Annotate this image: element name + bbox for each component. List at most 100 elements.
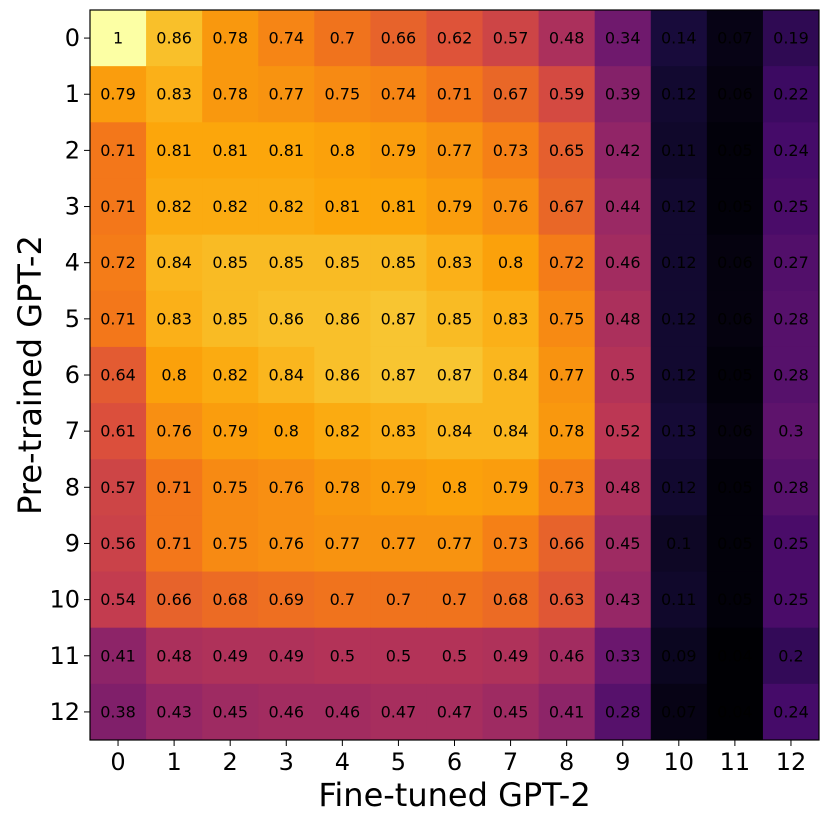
cell-value-label: 0.49 [493,646,529,665]
cell-value-label: 0.46 [325,702,361,721]
cell-value-label: 0.71 [100,197,136,216]
heatmap-cell [426,178,484,236]
cell-value-label: 0.69 [268,590,304,609]
heatmap-cell [370,515,427,573]
cell-value-label: 0.76 [493,197,529,216]
heatmap-cell [258,66,315,123]
heatmap-cell [482,683,540,741]
heatmap-cell [762,178,820,236]
heatmap-cell [258,627,315,685]
cell-value-label: 0.66 [549,534,585,553]
cell-value-label: 0.7 [442,590,467,609]
cell-value-label: 0.13 [661,422,697,441]
cell-value-label: 0.49 [268,646,304,665]
cell-value-label: 0.75 [549,309,585,328]
cell-value-label: 0.45 [493,702,529,721]
heatmap-cell [482,627,540,685]
cell-value-label: 0.45 [212,702,248,721]
heatmap-cell [538,403,596,460]
cell-value-label: 0.8 [498,253,523,272]
cell-value-label: 0.05 [717,141,753,160]
heatmap-cell [594,66,652,123]
heatmap-cell [426,346,484,404]
heatmap-cell [762,515,820,573]
heatmap-cell [314,515,371,573]
cell-value-label: 0.27 [773,253,809,272]
heatmap-cell [482,403,540,460]
heatmap-cell [90,627,147,685]
y-tick-label: 9 [65,529,80,557]
heatmap-cell [706,178,764,236]
heatmap-cell [594,627,652,685]
x-tick-label: 5 [391,748,406,776]
cell-value-label: 0.84 [268,366,304,385]
cell-value-label: 0.14 [661,29,697,48]
heatmap-cell [314,346,371,404]
cell-value-label: 0.61 [100,422,136,441]
cell-value-label: 0.77 [381,534,417,553]
cell-value-label: 0.5 [386,646,411,665]
cell-value-label: 0.71 [100,309,136,328]
y-tick-label: 12 [49,698,80,726]
cell-value-label: 0.48 [605,309,641,328]
heatmap-cell [762,459,820,516]
heatmap-cells [90,10,820,741]
heatmap-cell [706,403,764,460]
cell-value-label: 0.83 [493,309,529,328]
cell-value-label: 0.75 [212,478,248,497]
heatmap-cell [482,571,540,629]
y-tick-label: 10 [49,586,80,614]
cell-value-label: 0.81 [325,197,361,216]
cell-value-label: 0.12 [661,85,697,104]
heatmap-cell [650,10,708,67]
cell-value-label: 0.12 [661,366,697,385]
cell-value-label: 0.81 [212,141,248,160]
cell-value-label: 0.63 [549,590,585,609]
cell-value-label: 0.09 [661,646,697,665]
y-tick-label: 5 [65,305,80,333]
heatmap-cell [370,346,427,404]
heatmap-cell [370,403,427,460]
heatmap-cell [538,627,596,685]
cell-value-label: 0.22 [773,85,809,104]
cell-value-label: 0.85 [325,253,361,272]
cell-value-label: 0.85 [381,253,417,272]
heatmap-cell [538,290,596,348]
cell-value-label: 0.67 [549,197,585,216]
cell-value-label: 0.81 [268,141,304,160]
heatmap-cell [90,66,147,123]
cell-value-label: 0.71 [156,534,192,553]
y-tick-label: 4 [65,249,80,277]
cell-value-label: 0.07 [661,702,697,721]
heatmap-cell [594,346,652,404]
heatmap-cell [202,515,259,573]
heatmap-cell [538,346,596,404]
cell-value-label: 0.79 [437,197,473,216]
cell-value-label: 0.84 [493,366,529,385]
heatmap-cell [146,403,203,460]
heatmap-cell [202,10,259,67]
cell-value-label: 0.78 [212,85,248,104]
cell-value-label: 0.78 [212,29,248,48]
cell-value-label: 0.41 [549,702,585,721]
heatmap-cell [426,683,484,741]
cell-value-label: 0.41 [100,646,136,665]
cell-value-label: 0.85 [437,309,473,328]
cell-value-label: 0.83 [156,309,192,328]
cell-value-label: 0.73 [493,141,529,160]
cell-value-label: 0.66 [156,590,192,609]
heatmap-cell [90,459,147,516]
cell-value-label: 0.34 [605,29,641,48]
y-axis-label: Pre-trained GPT-2 [11,235,49,515]
heatmap-cell [314,627,371,685]
cell-value-label: 0.3 [778,422,803,441]
x-tick-label: 3 [279,748,294,776]
cell-value-label: 0.24 [773,141,809,160]
heatmap-cell [202,234,259,292]
heatmap-cell [482,10,540,67]
cell-value-label: 0.52 [605,422,641,441]
heatmap-cell [90,290,147,348]
cell-value-label: 0.86 [325,309,361,328]
heatmap-cell [482,66,540,123]
cell-value-label: 0.43 [605,590,641,609]
